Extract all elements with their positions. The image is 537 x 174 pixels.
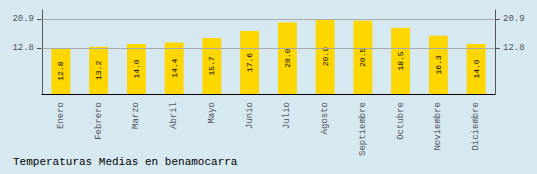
svg-text:14.0: 14.0 (132, 59, 141, 78)
svg-text:14.0: 14.0 (472, 59, 481, 78)
svg-text:Noviembre: Noviembre (433, 102, 443, 151)
svg-text:Febrero: Febrero (94, 102, 104, 140)
svg-text:Septiembre: Septiembre (358, 102, 368, 156)
svg-text:16.3: 16.3 (434, 55, 443, 74)
svg-text:14.4: 14.4 (170, 58, 179, 77)
svg-text:Enero: Enero (56, 102, 66, 129)
svg-text:17.6: 17.6 (245, 53, 254, 72)
svg-text:20.9: 20.9 (321, 47, 330, 66)
svg-text:Diciembre: Diciembre (471, 102, 481, 151)
svg-text:13.2: 13.2 (94, 61, 103, 80)
svg-text:Agosto: Agosto (320, 102, 330, 134)
svg-text:Mayo: Mayo (207, 102, 217, 124)
svg-text:Marzo: Marzo (131, 102, 141, 129)
svg-text:Octubre: Octubre (396, 102, 406, 140)
svg-text:12.8: 12.8 (12, 43, 34, 53)
svg-text:20.9: 20.9 (12, 14, 34, 24)
svg-text:Abril: Abril (169, 102, 179, 129)
svg-text:Junio: Junio (245, 102, 255, 129)
svg-text:12.8: 12.8 (503, 43, 525, 53)
svg-text:20.0: 20.0 (283, 48, 292, 67)
svg-text:Temperaturas Medias en benamoc: Temperaturas Medias en benamocarra (13, 156, 238, 168)
svg-text:Julio: Julio (282, 102, 292, 129)
svg-text:18.5: 18.5 (396, 51, 405, 70)
svg-text:12.8: 12.8 (56, 61, 65, 80)
svg-text:20.9: 20.9 (503, 14, 525, 24)
svg-text:20.5: 20.5 (358, 48, 367, 67)
svg-text:15.7: 15.7 (207, 56, 216, 75)
